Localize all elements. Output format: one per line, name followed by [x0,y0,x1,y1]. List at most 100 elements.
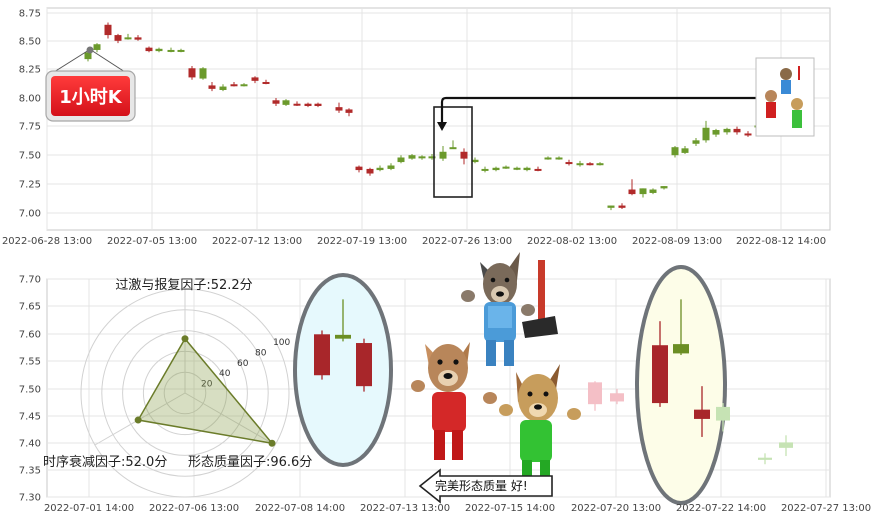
top-candle-body [702,127,710,141]
top-candle-body [188,68,196,78]
top-candle-body [565,162,573,165]
top-candle-body [513,167,521,170]
radar-point [134,416,142,424]
badge-label: 1小时K [59,87,123,108]
top-x-tick-label: 2022-08-09 13:00 [632,236,722,247]
top-candle-body [639,188,647,195]
hourly-kline-panel: 8.75 8.50 8.25 8.00 7.75 7.50 7.25 7.00 2022-06… [2,7,831,247]
radar-spoke [184,392,276,446]
top-x-tick-label: 2022-08-02 13:00 [527,236,617,247]
bottom-x-axis: 2022-07-01 14:00 2022-07-06 13:00 2022-07-… [44,503,871,514]
pattern-connector-line [440,96,756,124]
bottom-x-tick-label: 2022-07-27 13:00 [781,503,871,514]
top-candle-body [251,77,259,81]
dog-green-outfit-icon [499,364,581,484]
top-x-tick-label: 2022-07-05 13:00 [107,236,197,247]
top-candle-body [534,168,542,171]
top-candle-body [723,128,731,133]
top-candle-body [681,148,689,153]
top-candle-body [712,130,720,135]
top-x-tick-label: 2022-07-12 13:00 [212,236,302,247]
top-candle-body [607,205,615,208]
bottom-candle-body [610,393,624,402]
radar-axis-label: 时序衰减因子:52.0分 [43,454,167,470]
radar-point [268,439,276,447]
pattern-quality-label: 完美形态质量 好! [435,478,528,493]
radar-ring-label: 60 [237,359,249,369]
top-candle-body [618,205,626,208]
radar-ring-label: 40 [219,369,231,379]
dog-thumbnail [755,57,815,137]
top-candle-body [576,163,584,166]
radar-axis-label: 过激与报复因子:52.2分 [115,278,252,293]
top-candlestick-series [84,22,762,211]
top-candle-body [314,103,322,107]
top-y-tick-label: 7.75 [19,122,41,133]
top-x-tick-label: 2022-08-12 14:00 [736,236,826,247]
timeframe-badge: 1小时K [45,46,136,122]
top-candle-body [282,100,290,105]
top-candle-body [471,159,479,163]
top-candle-body [240,84,248,87]
pattern-quality-callout: 完美形态质量 好! [418,468,553,504]
bottom-candle-body [758,457,772,460]
bottom-y-tick-label: 7.45 [19,412,41,423]
top-candle-body [523,167,531,171]
bottom-y-axis: 7.70 7.65 7.60 7.55 7.50 7.45 7.40 7.35 7.30 [19,275,41,504]
top-candle-body [366,168,374,174]
top-candle-body [397,157,405,163]
bottom-candle-body [588,382,602,405]
top-candle-body [692,140,700,144]
top-candle-body [502,166,510,169]
top-candle-body [219,86,227,90]
radar-area [136,337,274,445]
bottom-candle-body [673,344,689,354]
top-y-tick-label: 7.00 [19,209,41,220]
top-candle-body [145,47,153,52]
top-candle-body [335,107,343,111]
top-candle-body [93,44,101,50]
bottom-candle-body [694,409,710,419]
top-x-tick-label: 2022-06-28 13:00 [2,236,92,247]
top-candle-body [449,147,457,150]
top-candle-body [84,52,92,60]
top-candle-body [134,37,142,40]
bottom-y-tick-label: 7.70 [19,275,41,286]
bottom-candle-body [314,334,330,376]
top-candle-body [555,157,563,160]
bottom-y-tick-label: 7.50 [19,385,41,396]
top-candle-body [167,49,175,52]
top-candle-body [596,163,604,166]
bottom-y-tick-label: 7.65 [19,302,41,313]
top-candle-body [104,24,112,36]
top-y-tick-label: 8.75 [19,9,41,20]
bottom-x-tick-label: 2022-07-01 14:00 [44,503,134,514]
bottom-candle-body [779,442,793,448]
top-candle-body [376,167,384,171]
bottom-y-tick-label: 7.40 [19,439,41,450]
bottom-candle-body [356,343,372,387]
bottom-y-tick-label: 7.35 [19,466,41,477]
top-candle-body [544,157,552,160]
dog-red-outfit-icon [411,342,497,460]
top-candle-body [660,186,668,189]
top-y-tick-label: 7.25 [19,180,41,191]
top-candle-body [114,35,122,41]
top-candle-body [628,189,636,195]
radar-ring-label: 20 [201,380,213,390]
top-candle-body [345,109,353,113]
bottom-x-tick-label: 2022-07-08 14:00 [255,503,345,514]
top-candle-body [586,163,594,166]
top-candle-body [744,133,752,136]
bottom-x-tick-label: 2022-07-13 13:00 [360,503,450,514]
top-y-tick-label: 8.50 [19,37,41,48]
bottom-x-tick-label: 2022-07-15 14:00 [465,503,555,514]
daily-kline-panel: 7.707.657.607.557.507.457.407.357.30 202… [19,252,871,514]
radar-axis-label: 形态质量因子:96.6分 [188,455,312,470]
top-candle-body [124,37,132,40]
radar-ring-label: 100 [273,338,290,348]
top-candle-body [262,81,270,84]
bottom-y-tick-label: 7.30 [19,493,41,504]
bottom-candle-body [652,345,668,404]
